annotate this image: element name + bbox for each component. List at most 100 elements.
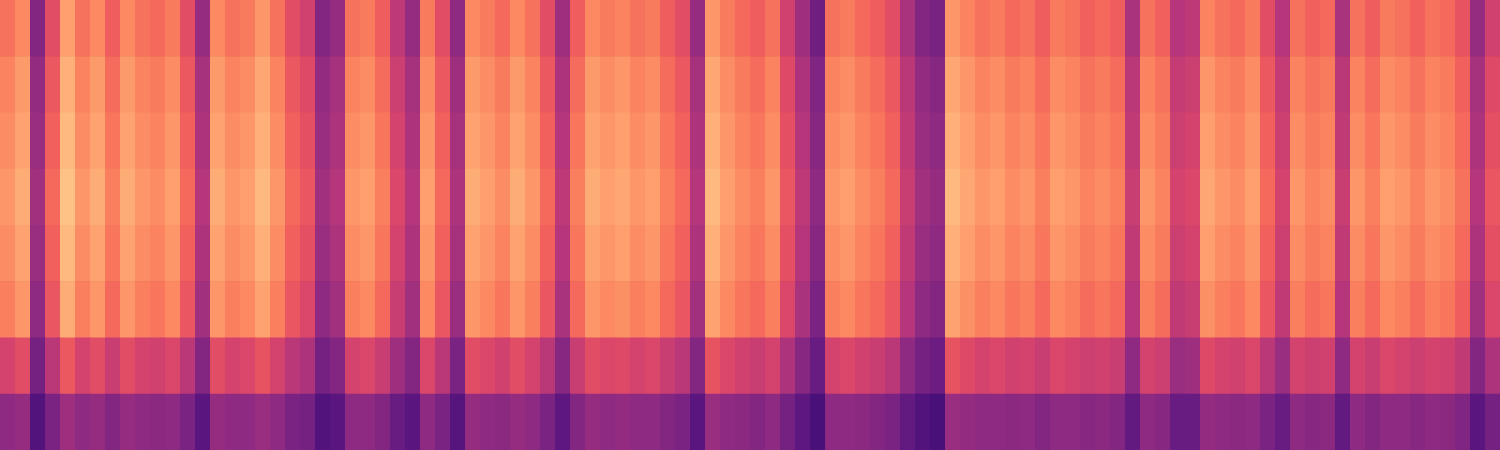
heatmap-cell (90, 56, 106, 113)
heatmap-cell (810, 281, 826, 338)
heatmap-cell (195, 394, 211, 450)
heatmap-cell (615, 169, 631, 226)
heatmap-cell (210, 338, 226, 395)
heatmap-cell (630, 394, 646, 450)
heatmap-cell (765, 225, 781, 282)
heatmap-cell (840, 113, 856, 170)
heatmap-cell (105, 394, 121, 450)
heatmap-cell (1155, 0, 1171, 57)
heatmap-cell (1095, 338, 1111, 395)
heatmap-cell (1305, 338, 1321, 395)
heatmap-cell (870, 225, 886, 282)
heatmap-cell (1020, 281, 1036, 338)
heatmap-cell (405, 394, 421, 450)
heatmap-cell (30, 113, 46, 170)
heatmap-cell (270, 169, 286, 226)
heatmap-cell (225, 225, 241, 282)
heatmap-cell (600, 281, 616, 338)
heatmap-cell (375, 56, 391, 113)
heatmap-cell (525, 281, 541, 338)
heatmap-cell (1035, 338, 1051, 395)
heatmap-cell (60, 113, 76, 170)
heatmap-cell (1230, 169, 1246, 226)
heatmap-cell (765, 169, 781, 226)
heatmap-cell (450, 394, 466, 450)
heatmap-cell (660, 56, 676, 113)
heatmap-cell (825, 281, 841, 338)
heatmap-cell (1140, 169, 1156, 226)
heatmap-cell (1365, 56, 1381, 113)
heatmap-cell (330, 394, 346, 450)
heatmap-cell (735, 0, 751, 57)
heatmap-cell (1395, 225, 1411, 282)
heatmap-cell (180, 113, 196, 170)
heatmap-cell (315, 394, 331, 450)
heatmap-cell (1380, 0, 1396, 57)
heatmap-cell (990, 225, 1006, 282)
heatmap-cell (990, 169, 1006, 226)
heatmap-cell (1260, 225, 1276, 282)
heatmap-cell (1455, 113, 1471, 170)
heatmap-cell (600, 56, 616, 113)
heatmap-cell (915, 338, 931, 395)
heatmap-cell (1065, 394, 1081, 450)
heatmap-cell (765, 394, 781, 450)
heatmap-cell (1140, 225, 1156, 282)
heatmap-cell (90, 169, 106, 226)
heatmap-cell (960, 0, 976, 57)
heatmap-cell (645, 169, 661, 226)
heatmap-cell (1455, 0, 1471, 57)
heatmap-cell (240, 394, 256, 450)
heatmap-cell (750, 0, 766, 57)
heatmap-cell (1275, 0, 1291, 57)
heatmap-cell (735, 225, 751, 282)
heatmap-cell (990, 56, 1006, 113)
heatmap-cell (1320, 113, 1336, 170)
heatmap-cell (690, 225, 706, 282)
heatmap-cell (135, 338, 151, 395)
heatmap-cell (1275, 225, 1291, 282)
heatmap-cell (1065, 338, 1081, 395)
heatmap-cell (840, 281, 856, 338)
heatmap-cell (495, 281, 511, 338)
heatmap-cell (780, 338, 796, 395)
heatmap-cell (390, 338, 406, 395)
heatmap-cell (1095, 113, 1111, 170)
heatmap-cell (690, 394, 706, 450)
heatmap-cell (1305, 0, 1321, 57)
heatmap-cell (570, 394, 586, 450)
heatmap-cell (330, 225, 346, 282)
heatmap-cell (1110, 113, 1126, 170)
heatmap-cell (1365, 338, 1381, 395)
heatmap-cell (1470, 56, 1486, 113)
heatmap-cell (390, 169, 406, 226)
heatmap-cell (30, 169, 46, 226)
heatmap-cell (615, 281, 631, 338)
heatmap-cell (345, 0, 361, 57)
heatmap-cell (480, 394, 496, 450)
heatmap-cell (600, 338, 616, 395)
heatmap-cell (195, 56, 211, 113)
heatmap-cell (1170, 281, 1186, 338)
heatmap-cell (405, 225, 421, 282)
heatmap-cell (540, 281, 556, 338)
heatmap-cell (795, 0, 811, 57)
heatmap-cell (660, 281, 676, 338)
heatmap-cell (525, 225, 541, 282)
heatmap-cell (315, 169, 331, 226)
heatmap-cell (690, 281, 706, 338)
heatmap-cell (495, 338, 511, 395)
heatmap-cell (1155, 338, 1171, 395)
heatmap-cell (765, 0, 781, 57)
heatmap-cell (150, 225, 166, 282)
heatmap-cell (1050, 394, 1066, 450)
heatmap-cell (855, 113, 871, 170)
heatmap-cell (120, 169, 136, 226)
heatmap-cell (330, 0, 346, 57)
heatmap-cell (1020, 338, 1036, 395)
heatmap-cell (60, 281, 76, 338)
heatmap-cell (1215, 169, 1231, 226)
heatmap-cell (1440, 56, 1456, 113)
heatmap-cell (495, 394, 511, 450)
heatmap-cell (870, 169, 886, 226)
